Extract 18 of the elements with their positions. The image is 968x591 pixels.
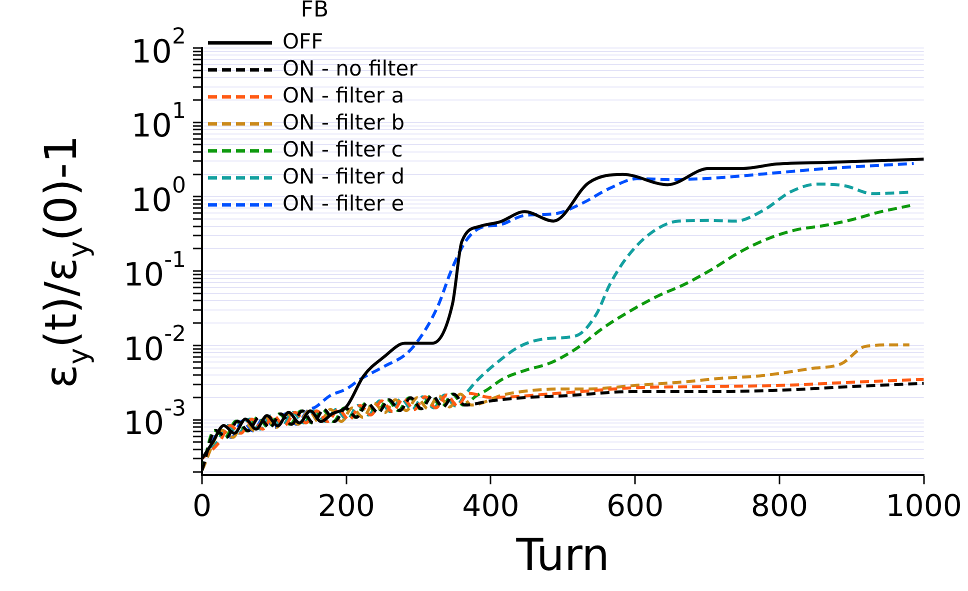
- legend-label: ON - no filter: [282, 56, 418, 80]
- legend-label: ON - filter b: [282, 110, 405, 134]
- y-axis-title: εy(t)/εy(0)-1: [36, 134, 95, 388]
- x-tick-label: 400: [462, 488, 520, 524]
- x-tick-label: 600: [606, 488, 664, 524]
- x-tick-label: 800: [750, 488, 808, 524]
- line-series: [202, 343, 911, 472]
- x-tick-label: 1000: [886, 488, 962, 524]
- x-axis-title: Turn: [515, 530, 610, 582]
- legend-title: FB: [300, 0, 329, 23]
- legend-label: ON - filter a: [282, 83, 404, 108]
- legend-label: OFF: [282, 29, 324, 54]
- x-tick-label: 0: [192, 488, 212, 524]
- legend-label: ON - filter e: [282, 191, 404, 216]
- x-tick-label: 200: [318, 488, 375, 524]
- line-series: [202, 378, 924, 460]
- legend-label: ON - filter c: [282, 137, 403, 162]
- legend-label: ON - filter d: [282, 164, 405, 188]
